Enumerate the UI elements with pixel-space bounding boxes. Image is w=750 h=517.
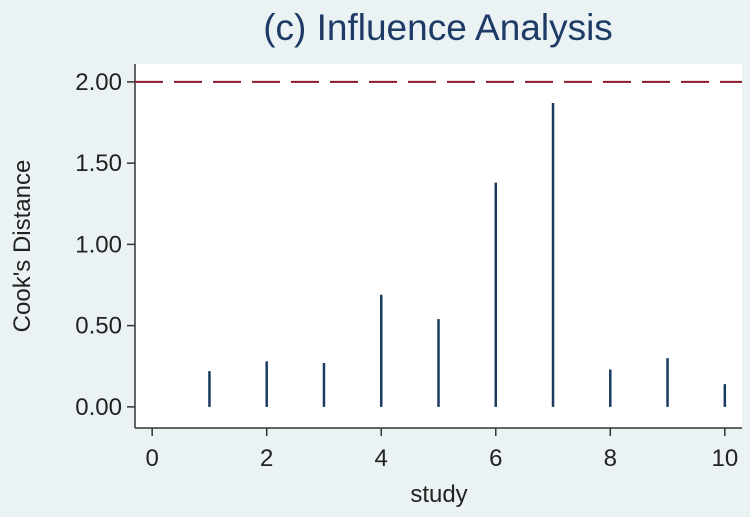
y-tick-label: 1.00 [75,231,122,258]
x-axis-title: study [410,481,467,508]
y-tick-label: 0.50 [75,313,122,340]
x-tick-label: 2 [260,445,273,472]
data-marks [135,80,742,407]
y-tick-label: 1.50 [75,150,122,177]
y-axis-title: Cook's Distance [9,160,36,333]
chart-title: (c) Influence Analysis [263,7,613,48]
x-tick-label: 4 [375,445,388,472]
y-tick-label: 0.00 [75,394,122,421]
x-tick-label: 8 [604,445,617,472]
axes: 0.00 0.50 1.00 1.50 2.00 0 2 4 6 8 10 [75,64,742,472]
x-tick-label: 10 [711,445,738,472]
y-tick-label: 2.00 [75,69,122,96]
x-tick-label: 6 [489,445,502,472]
x-tick-label: 0 [145,445,158,472]
